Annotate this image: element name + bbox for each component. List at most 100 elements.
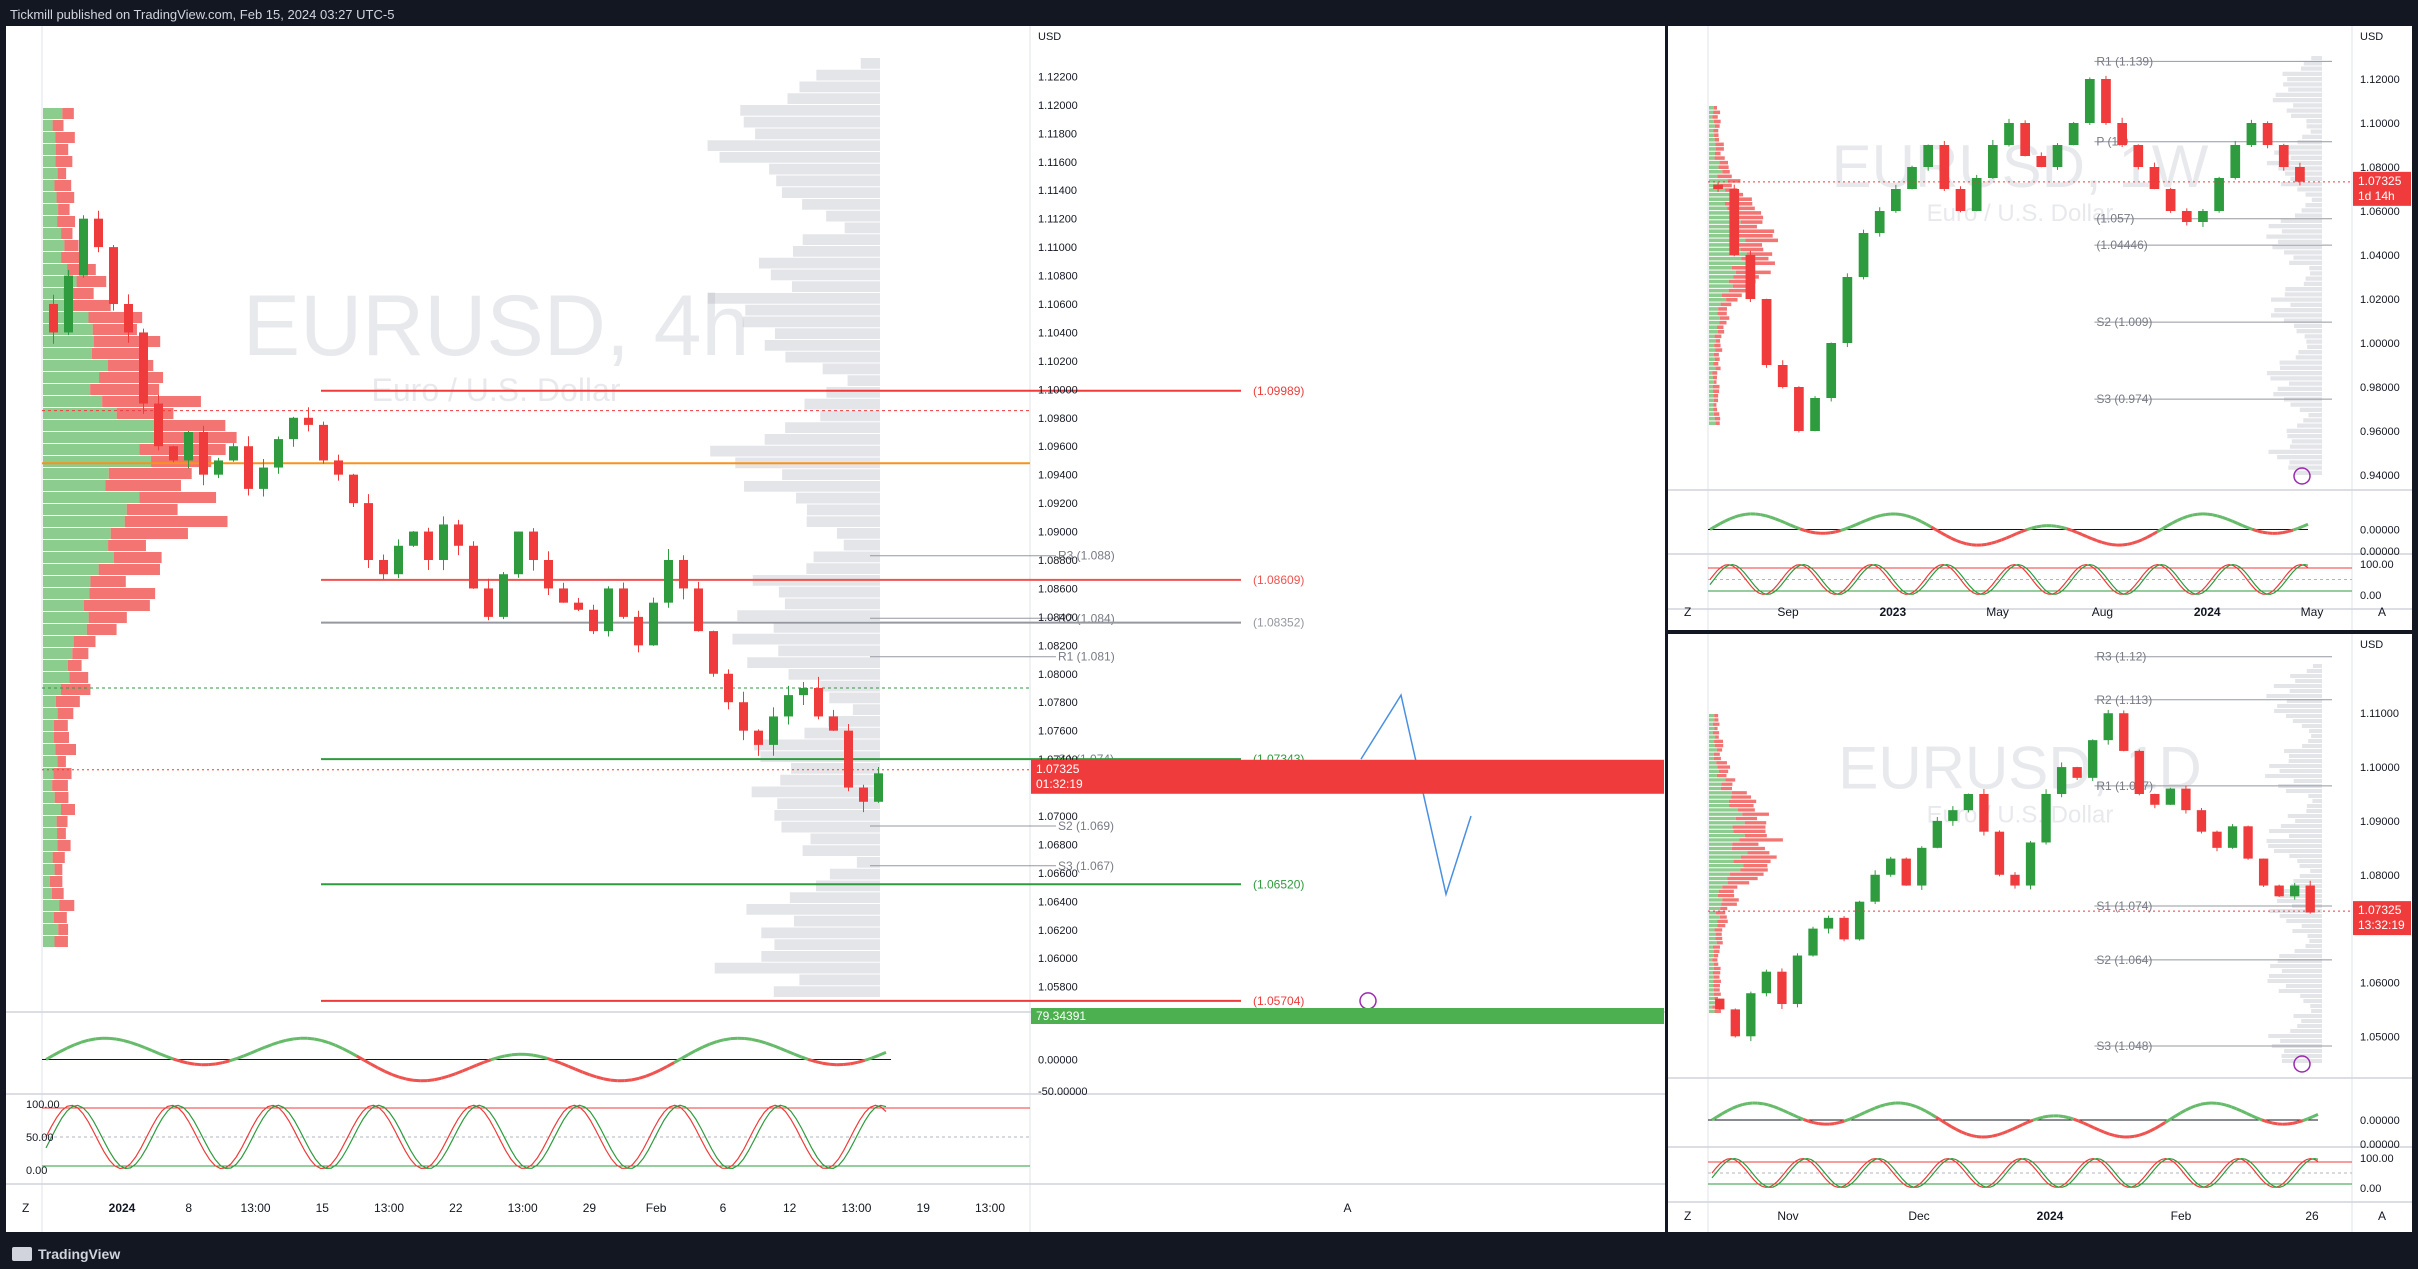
oscillator-segment xyxy=(574,1067,584,1074)
volume-profile-sell xyxy=(56,816,68,827)
oscillator-segment xyxy=(447,1072,456,1078)
volume-profile-sell xyxy=(86,624,117,635)
volume-profile-sell xyxy=(54,180,72,191)
level-label: (1.08609) xyxy=(1253,573,1304,587)
oscillator-segment xyxy=(1774,517,1781,523)
volume-profile-buy xyxy=(1709,179,1728,183)
volume-profile-gray xyxy=(796,492,880,504)
timezone-button[interactable]: Z xyxy=(1684,1209,1691,1223)
oscillator-segment xyxy=(1875,514,1882,519)
volume-profile-sell xyxy=(1732,229,1775,233)
oscillator-segment xyxy=(871,1053,880,1060)
volume-profile-gray xyxy=(2299,864,2322,868)
volume-profile-buy xyxy=(1709,786,1721,791)
oscillator-segment xyxy=(2042,1114,2049,1119)
last-price-tag[interactable] xyxy=(2353,901,2411,936)
oscillator-segment xyxy=(461,1066,471,1073)
candle-body xyxy=(1777,971,1787,1004)
oscillator-segment xyxy=(2001,1130,2008,1135)
volume-profile-gray xyxy=(2310,869,2322,873)
volume-profile-gray xyxy=(2305,276,2322,281)
candle-body xyxy=(64,275,73,333)
candle-body xyxy=(769,716,778,745)
candle-body xyxy=(664,560,673,603)
tradingview-logo[interactable]: TradingView xyxy=(12,1244,120,1264)
volume-profile-buy xyxy=(1709,936,1716,941)
volume-profile-buy xyxy=(43,144,56,155)
oscillator-segment xyxy=(843,1062,851,1067)
price-tick-label: 0.98000 xyxy=(2360,382,2400,394)
volume-profile-gray xyxy=(2300,994,2322,998)
main-chart-panel[interactable]: EURUSD, 4h Euro / U.S. Dollar R3 (1.088) R2… xyxy=(6,26,1665,1232)
volume-profile-buy xyxy=(1709,859,1734,863)
oscillator-segment xyxy=(694,1045,704,1053)
volume-profile-gray xyxy=(761,927,880,939)
volume-profile-gray xyxy=(2308,413,2322,418)
alert-icon[interactable] xyxy=(1359,992,1377,1010)
volume-profile-buy xyxy=(1709,902,1722,906)
oscillator-segment xyxy=(2088,1124,2095,1130)
volume-profile-gray xyxy=(2284,749,2322,753)
oscillator-segment xyxy=(2066,527,2073,532)
volume-profile-sell xyxy=(60,804,75,815)
volume-profile-sell xyxy=(1713,380,1717,384)
oscillator-segment xyxy=(222,1059,230,1065)
volume-profile-buy xyxy=(1709,380,1714,384)
last-price-tag[interactable] xyxy=(1031,759,1664,794)
volume-profile-gray xyxy=(2299,407,2322,412)
auto-scale-button[interactable]: A xyxy=(2378,605,2386,619)
oscillator-segment xyxy=(2230,1105,2238,1111)
candle-body xyxy=(1826,343,1837,398)
volume-profile-buy xyxy=(43,876,50,887)
level-label: (1.08352) xyxy=(1253,616,1304,630)
volume-profile-buy xyxy=(43,168,58,179)
oscillator-segment xyxy=(2146,533,2153,539)
volume-profile-sell xyxy=(67,660,82,671)
time-tick-label: 2024 xyxy=(2037,1209,2064,1223)
time-tick-label: 26 xyxy=(2305,1209,2319,1223)
oscillator-segment xyxy=(2068,1116,2074,1121)
volume-profile-sell xyxy=(1727,876,1758,881)
oscillator-segment xyxy=(2076,530,2083,536)
oscillator-segment xyxy=(1772,1105,1779,1110)
volume-profile-gray xyxy=(2298,350,2322,355)
volume-profile-buy xyxy=(1709,279,1729,284)
oscillator-segment xyxy=(229,1057,238,1063)
oscillator-segment xyxy=(610,1078,618,1083)
volume-profile-buy xyxy=(43,348,92,359)
volume-profile-sell xyxy=(1713,412,1720,416)
auto-scale-button[interactable]: A xyxy=(1343,1201,1351,1215)
volume-profile-buy xyxy=(43,396,103,407)
oscillator-segment xyxy=(2161,524,2169,531)
volume-profile-sell xyxy=(1713,394,1719,398)
last-price-tag[interactable] xyxy=(2353,171,2411,206)
auto-scale-button[interactable]: A xyxy=(2378,1209,2386,1223)
volume-profile-gray xyxy=(820,410,880,422)
volume-profile-gray xyxy=(788,669,880,680)
oscillator-segment xyxy=(2091,537,2098,543)
time-tick-label: Feb xyxy=(2171,1209,2192,1223)
daily-chart-panel[interactable]: EURUSD, 1D Euro / U.S. Dollar R2 (1.113) R1… xyxy=(1668,634,2412,1232)
timezone-button[interactable]: Z xyxy=(22,1201,29,1215)
oscillator-segment xyxy=(264,1043,273,1049)
oscillator-segment xyxy=(433,1076,442,1082)
alert-icon[interactable] xyxy=(2293,1055,2311,1073)
weekly-chart-panel[interactable]: EURUSD, 1W Euro / U.S. Dollar R1 (1.139) P … xyxy=(1668,26,2412,630)
oscillator-segment xyxy=(1935,1115,1942,1122)
candle-body xyxy=(2243,826,2253,859)
volume-profile-gray xyxy=(852,704,880,715)
oscillator-segment xyxy=(2171,519,2179,525)
candle-body xyxy=(2025,842,2036,886)
volume-profile-sell xyxy=(1714,124,1720,128)
candle-body xyxy=(1917,847,1927,886)
volume-profile-sell xyxy=(1715,348,1723,352)
volume-profile-gray xyxy=(2290,1029,2322,1033)
volume-profile-buy xyxy=(43,228,62,239)
alert-icon[interactable] xyxy=(2293,467,2311,485)
candle-body xyxy=(94,218,103,248)
timezone-button[interactable]: Z xyxy=(1684,605,1691,619)
candle-body xyxy=(409,531,418,546)
